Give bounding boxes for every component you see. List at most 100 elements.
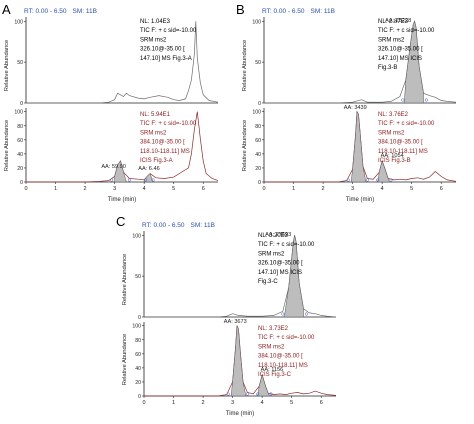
baseline-marker [365, 178, 369, 182]
x-tick-label: 2 [202, 400, 205, 406]
y-axis-label-bottom: Relative Abundance [122, 334, 128, 386]
bottom-y-tick-label: 40 [255, 152, 261, 158]
x-tick-label: 2 [322, 186, 325, 192]
y-axis-label-bottom: Relative Abundance [242, 120, 248, 172]
top-info-line: SRM ms2 [140, 37, 167, 43]
baseline-marker [424, 98, 429, 102]
peak-area-label: AA: 27593 [265, 232, 291, 238]
y-axis-label-top: Relative Abundance [122, 254, 128, 306]
bottom-info-line: 384.10@-35.00 [ [378, 140, 423, 146]
bottom-info-line: 384.10@-35.00 [ [140, 140, 185, 146]
y-axis-label-bottom: Relative Abundance [4, 120, 10, 172]
panel-letter: C [116, 214, 125, 229]
x-axis-label: Time (min) [346, 197, 374, 203]
baseline-marker [110, 178, 114, 182]
smoothing: SM: 11B [73, 8, 97, 15]
bottom-info-line: TIC F: + c sid=-10.00 [378, 121, 435, 127]
bottom-y-tick-label: 0 [20, 180, 23, 186]
bottom-info-line: ICIS Fig.3-B [378, 158, 411, 164]
panel-letter: A [2, 2, 11, 17]
bottom-y-tick-label: 80 [255, 124, 261, 130]
top-y-tick-label: 100 [132, 233, 141, 239]
bottom-info-line: SRM ms2 [140, 130, 167, 136]
panel-letter: B [236, 2, 245, 17]
bottom-info-line: SRM ms2 [378, 130, 405, 136]
bottom-info-line: NL: 3.73E2 [258, 326, 289, 332]
bottom-y-tick-label: 100 [252, 110, 261, 116]
top-trace [144, 235, 337, 318]
x-tick-label: 3 [113, 186, 116, 192]
baseline-marker [346, 178, 350, 182]
x-tick-label: 4 [261, 400, 264, 406]
bottom-y-tick-label: 60 [255, 138, 261, 144]
bottom-info-line: 118.10-118.11] MS [258, 363, 308, 369]
x-tick-label: 6 [440, 186, 443, 192]
baseline-marker [127, 178, 131, 182]
bottom-info-line: 118.10-118.11] MS [140, 149, 190, 155]
top-info-line: 326.10@-35.00 [ [378, 47, 423, 53]
bottom-y-tick-label: 40 [135, 366, 141, 372]
top-trace [26, 21, 219, 104]
bottom-trace [144, 325, 337, 397]
x-tick-label: 4 [143, 186, 146, 192]
x-tick-label: 4 [381, 186, 384, 192]
top-trace [264, 20, 457, 104]
top-info-line: Fig.3-B [378, 65, 397, 71]
top-info-line: TIC F: + c sid=-10.00 [140, 28, 197, 34]
peak-area-label: AA: 25228 [385, 18, 411, 24]
x-tick-label: 3 [231, 400, 234, 406]
top-y-tick-label: 50 [17, 60, 23, 66]
peak-area-label: AA: 1054 [381, 153, 404, 159]
x-tick-label: 1 [54, 186, 57, 192]
baseline-marker [226, 392, 230, 396]
panel-c: C RT: 0.00 - 6.50 SM: 11B Relative Abundanc… [116, 214, 337, 417]
integrated-peak [350, 110, 367, 183]
top-info-line: NL: 3.20E3 [258, 233, 289, 239]
bottom-y-tick-label: 20 [135, 380, 141, 386]
bottom-y-tick-label: 100 [132, 324, 141, 330]
x-tick-label: 0 [24, 186, 27, 192]
bottom-info-line: TIC F: + c sid=-10.00 [140, 121, 197, 127]
bottom-y-tick-label: 80 [135, 338, 141, 344]
top-y-tick-label: 0 [138, 315, 141, 321]
baseline-marker [304, 312, 309, 316]
x-tick-label: 0 [262, 186, 265, 192]
panel-header: RT: 0.00 - 6.50 SM: 11B [24, 8, 97, 15]
x-tick-label: 0 [142, 400, 145, 406]
peak-area-label: AA: 3673 [224, 319, 247, 325]
bottom-y-tick-label: 100 [14, 110, 23, 116]
peak-area-label: AA: 3439 [344, 105, 367, 111]
bottom-info-line: TIC F: + c sid=-10.00 [258, 335, 315, 341]
baseline-marker [151, 178, 155, 182]
integrated-peak [257, 373, 270, 397]
x-axis-label: Time (min) [108, 197, 136, 203]
top-info-line: SRM ms2 [258, 251, 285, 257]
peak-area-label: AA: 1156 [261, 367, 284, 373]
bottom-y-tick-label: 60 [135, 352, 141, 358]
top-y-tick-label: 100 [14, 19, 23, 25]
bottom-y-tick-label: 20 [255, 166, 261, 172]
x-tick-label: 1 [292, 186, 295, 192]
x-tick-label: 5 [290, 400, 293, 406]
rt-range: RT: 0.00 - 6.50 [24, 8, 67, 15]
baseline-marker [376, 178, 380, 182]
baseline-marker [269, 392, 273, 396]
x-axis-label: Time (min) [226, 411, 254, 417]
smoothing: SM: 11B [191, 222, 215, 229]
bottom-y-tick-label: 80 [17, 124, 23, 130]
top-y-tick-label: 50 [135, 274, 141, 280]
rt-range: RT: 0.00 - 6.50 [142, 222, 185, 229]
panel-header: RT: 0.00 - 6.50 SM: 11B [262, 8, 335, 15]
bottom-info-line: ICIS Fig.3-C [258, 372, 292, 378]
top-y-tick-label: 100 [252, 19, 261, 25]
top-info-line: TIC F: + c sid=-10.00 [378, 28, 435, 34]
smoothing: SM: 11B [311, 8, 335, 15]
bottom-info-line: NL: 5.94E1 [140, 112, 171, 118]
top-info-line: 147.10] MS Fig.3-A [140, 56, 192, 62]
top-info-line: SRM ms2 [378, 37, 405, 43]
bottom-y-tick-label: 0 [258, 180, 261, 186]
integrated-peak [377, 160, 390, 183]
top-y-tick-label: 0 [258, 101, 261, 107]
panel-b: B RT: 0.00 - 6.50 SM: 11B Relative Abundanc… [236, 2, 457, 203]
